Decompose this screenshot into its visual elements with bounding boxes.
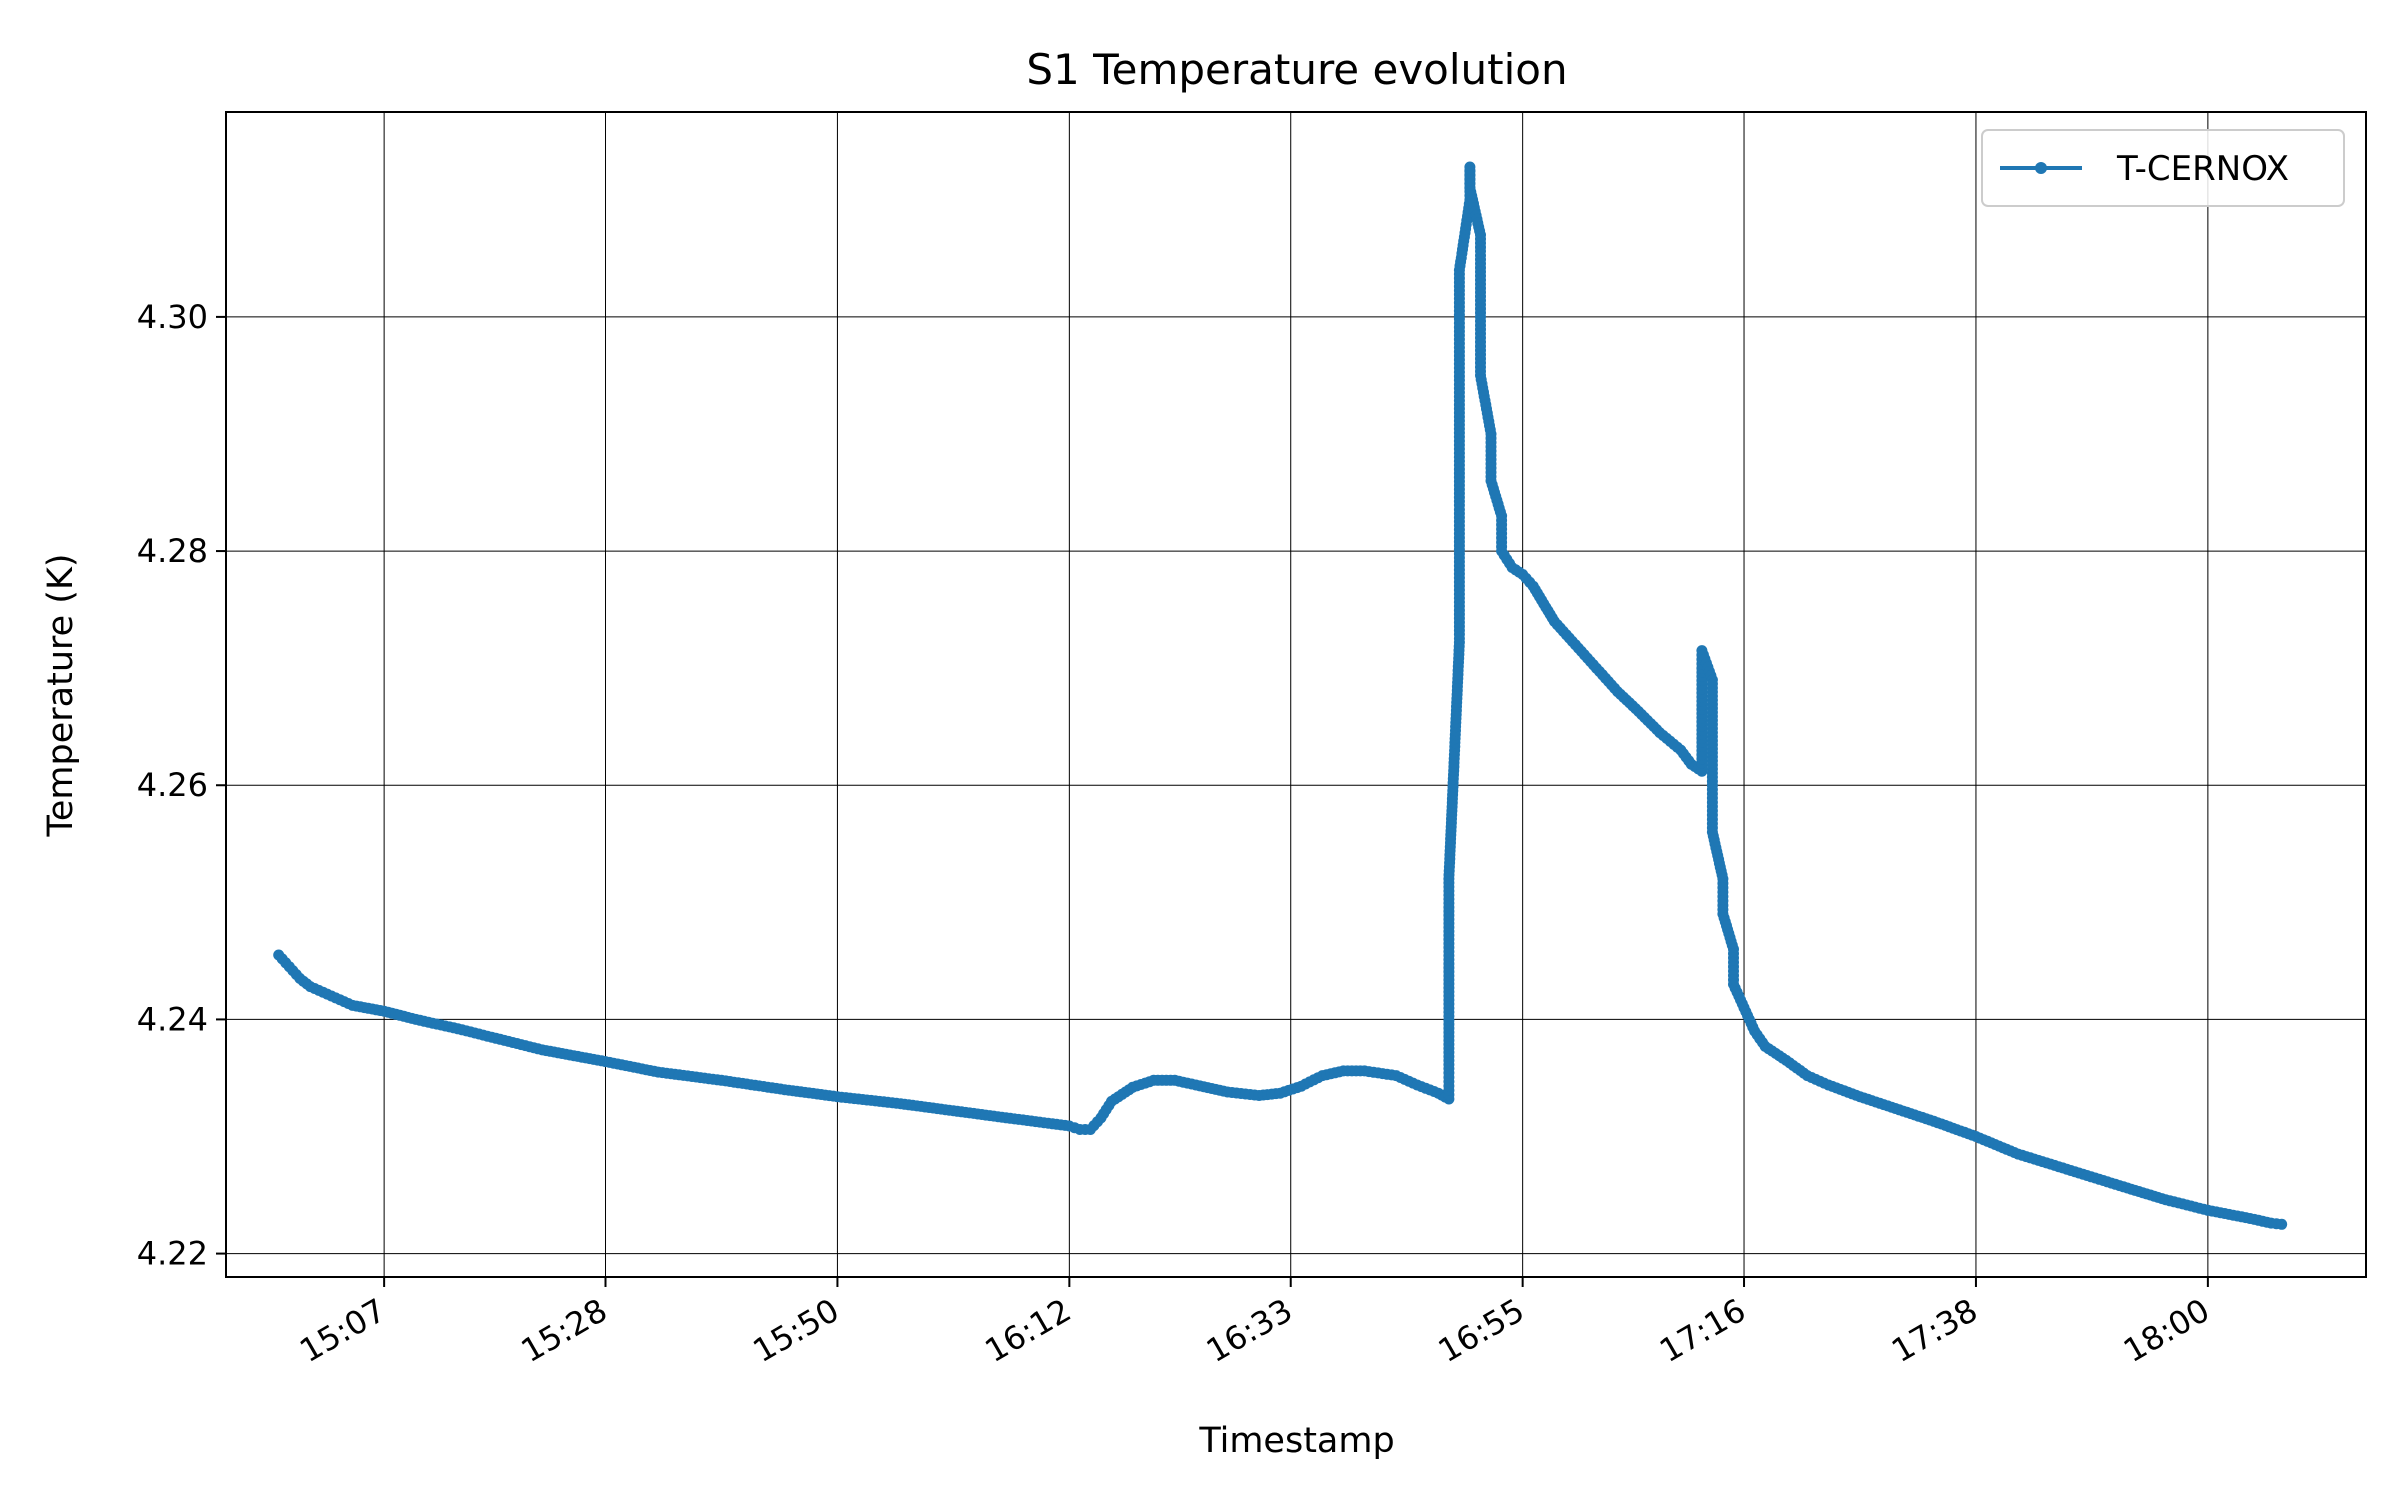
legend: T-CERNOX <box>1981 129 2345 207</box>
data-point <box>2276 1218 2288 1230</box>
legend-box <box>1981 129 2345 207</box>
grid-lines <box>226 112 2366 1277</box>
chart-title: S1 Temperature evolution <box>1026 45 1567 94</box>
y-axis: 4.22 4.24 4.26 4.28 4.30 <box>137 298 226 1273</box>
x-axis-title: Timestamp <box>1198 1421 1394 1461</box>
y-axis-title: Temperature (K) <box>41 553 81 837</box>
y-tick-label: 4.26 <box>137 766 208 804</box>
y-tick-label: 4.28 <box>137 532 208 570</box>
plot-area <box>273 161 2288 1230</box>
y-tick-label: 4.22 <box>137 1235 208 1273</box>
y-tick-label: 4.30 <box>137 298 208 336</box>
plot-frame <box>225 111 2367 1278</box>
y-tick-label: 4.24 <box>137 1000 208 1038</box>
legend-label-t-cernox: T-CERNOX <box>2116 149 2289 189</box>
series-markers <box>273 161 2288 1230</box>
legend-marker <box>2035 162 2047 174</box>
